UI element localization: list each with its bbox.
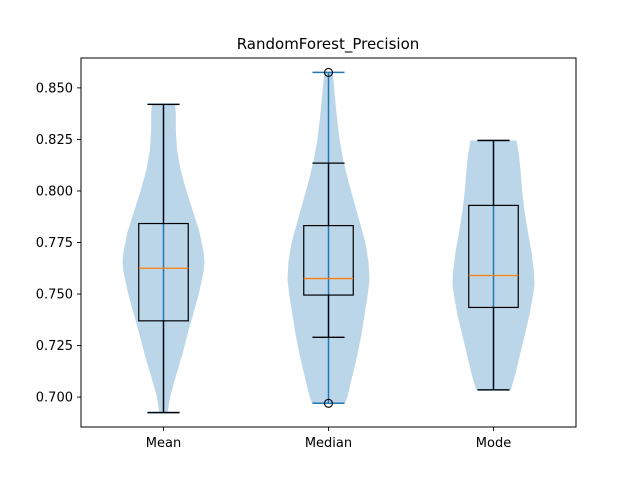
y-tick-label-2: 0.750 [36,288,73,303]
axes-frame [80,57,577,428]
box-median [303,224,354,296]
chart-title: RandomForest_Precision [237,35,420,54]
x-tick-label-median: Median [305,436,352,451]
y-tick-label-5: 0.825 [36,133,73,148]
y-tick-label-1: 0.725 [36,339,73,354]
y-tick-label-6: 0.850 [36,81,73,96]
y-tick-label-4: 0.800 [36,184,73,199]
x-tick-label-mean: Mean [146,436,181,451]
outlier-median-0 [323,67,334,77]
plot-area: Mean Median Mode 0.700 0.725 0.750 0.775 0.800 0… [36,57,577,451]
box-mode [468,204,519,309]
y-tick-label-0: 0.700 [36,391,73,406]
box-mean [138,222,189,322]
x-tick-label-mode: Mode [476,436,511,451]
y-tick-label-3: 0.775 [36,236,73,251]
outlier-median-1 [323,398,334,408]
